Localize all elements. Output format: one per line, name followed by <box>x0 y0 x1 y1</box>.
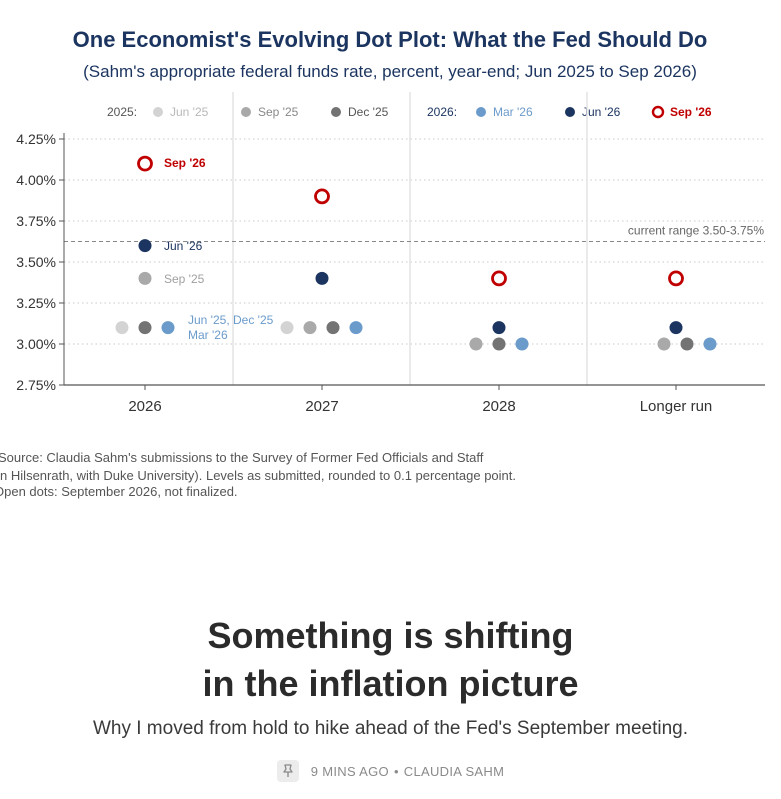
legend-marker <box>331 107 341 117</box>
data-point <box>669 321 683 335</box>
data-point <box>326 321 340 335</box>
legend-label: Mar '26 <box>493 105 533 119</box>
article-meta: 9 MINS AGO • CLAUDIA SAHM <box>0 760 781 782</box>
author-name[interactable]: CLAUDIA SAHM <box>403 763 505 779</box>
data-point <box>668 270 684 287</box>
source-line-2: (Jon Hilsenrath, with Duke University). … <box>0 468 516 483</box>
headline-line-2: in the inflation picture <box>202 663 579 704</box>
data-point <box>138 271 152 285</box>
data-point <box>280 321 294 335</box>
chart-points <box>115 155 717 351</box>
x-tick-label: Longer run <box>640 398 713 415</box>
annotation-sep25: Sep '25 <box>164 272 205 286</box>
data-point <box>703 337 717 351</box>
legend-label: Jun '25 <box>170 105 209 119</box>
y-tick-label: 2.75% <box>16 377 56 393</box>
data-point <box>349 321 363 335</box>
headline-line-1: Something is shifting <box>207 615 574 656</box>
legend-group-label: 2026: <box>427 105 457 119</box>
data-point <box>515 337 529 351</box>
source-line-1: Source: Claudia Sahm's submissions to th… <box>0 450 484 465</box>
legend-marker <box>565 107 575 117</box>
legend-marker <box>153 107 163 117</box>
data-point <box>138 239 152 253</box>
data-point <box>115 321 129 335</box>
dot-plot-chart: One Economist's Evolving Dot Plot: What … <box>0 27 765 499</box>
data-point <box>680 337 694 351</box>
chart-legend: 2025: Jun '25 Sep '25 Dec '25 2026: Mar '26 Ju… <box>107 105 712 119</box>
data-point <box>315 271 329 285</box>
legend-label: Jun '26 <box>582 105 621 119</box>
x-tick-label: 2026 <box>128 398 161 415</box>
chart-title: One Economist's Evolving Dot Plot: What … <box>73 27 708 52</box>
chart-subtitle: (Sahm's appropriate federal funds rate, … <box>83 62 697 81</box>
source-line-3: Open dots: September 2026, not finalized… <box>0 484 238 499</box>
legend-label: Dec '25 <box>348 105 389 119</box>
meta-separator: • <box>393 763 399 779</box>
data-point <box>491 270 507 287</box>
data-point <box>657 337 671 351</box>
article-subtitle: Why I moved from hold to hike ahead of t… <box>92 718 689 739</box>
legend-label: Sep '25 <box>258 105 299 119</box>
y-tick-label: 3.50% <box>16 254 56 270</box>
legend-label: Sep '26 <box>670 105 712 119</box>
y-tick-label: 4.25% <box>16 131 56 147</box>
pin-icon[interactable] <box>276 760 299 782</box>
article-headline[interactable]: Something is shifting in the inflation p… <box>0 612 781 708</box>
x-tick-label: 2028 <box>482 398 515 415</box>
x-tick-label: 2027 <box>305 398 338 415</box>
time-ago: 9 MINS AGO <box>310 763 389 779</box>
chart-axes: 2.75% 3.00% 3.25% 3.50% 3.75% 4.00% 4.25% 2026 2… <box>16 131 765 415</box>
legend-marker <box>241 107 251 117</box>
data-point <box>469 337 483 351</box>
annotation-cluster-2: Mar '26 <box>188 328 228 342</box>
data-point <box>137 155 153 172</box>
data-point <box>314 188 330 205</box>
chart-annotations: current range 3.50-3.75% Sep '26 Jun '26 Se… <box>164 156 764 342</box>
data-point <box>138 321 152 335</box>
legend-marker <box>476 107 486 117</box>
y-tick-label: 3.75% <box>16 213 56 229</box>
chart-grid <box>64 92 765 385</box>
annotation-jun26: Jun '26 <box>164 239 203 253</box>
data-point <box>303 321 317 335</box>
data-point <box>492 337 506 351</box>
data-point <box>161 321 175 335</box>
data-point <box>492 321 506 335</box>
annotation-sep26: Sep '26 <box>164 156 206 170</box>
y-tick-label: 4.00% <box>16 172 56 188</box>
y-tick-label: 3.25% <box>16 295 56 311</box>
legend-marker <box>651 105 665 119</box>
annotation-cluster-1: Jun '25, Dec '25 <box>188 313 274 327</box>
legend-group-label: 2025: <box>107 105 137 119</box>
y-tick-label: 3.00% <box>16 336 56 352</box>
reference-line-label: current range 3.50-3.75% <box>628 224 764 238</box>
